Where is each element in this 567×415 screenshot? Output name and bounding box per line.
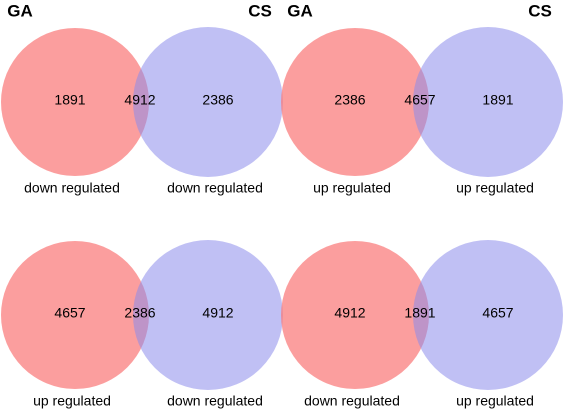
set-circle-ga bbox=[1, 241, 149, 389]
caption: up regulated bbox=[456, 180, 534, 196]
caption: down regulated bbox=[304, 393, 400, 409]
count: 2386 bbox=[202, 92, 233, 108]
count: 4657 bbox=[482, 305, 513, 321]
set-circle-ga bbox=[1, 28, 149, 176]
count: 2386 bbox=[124, 305, 155, 321]
count: 4657 bbox=[54, 305, 85, 321]
count: 1891 bbox=[54, 92, 85, 108]
set-label: CS bbox=[248, 1, 272, 20]
caption: up regulated bbox=[456, 393, 534, 409]
set-label: GA bbox=[7, 1, 33, 20]
set-label: GA bbox=[287, 1, 313, 20]
set-circle-cs bbox=[133, 27, 283, 177]
set-label: CS bbox=[528, 1, 552, 20]
set-circle-cs bbox=[133, 240, 283, 390]
caption: up regulated bbox=[33, 393, 111, 409]
set-circle-cs bbox=[413, 240, 563, 390]
count: 4657 bbox=[404, 92, 435, 108]
caption: up regulated bbox=[313, 180, 391, 196]
count: 4912 bbox=[124, 92, 155, 108]
count: 4912 bbox=[202, 305, 233, 321]
count: 2386 bbox=[334, 92, 365, 108]
set-circle-ga bbox=[281, 28, 429, 176]
count: 4912 bbox=[334, 305, 365, 321]
caption: down regulated bbox=[167, 393, 263, 409]
set-circle-cs bbox=[413, 27, 563, 177]
count: 1891 bbox=[482, 92, 513, 108]
caption: down regulated bbox=[167, 180, 263, 196]
count: 1891 bbox=[404, 305, 435, 321]
set-circle-ga bbox=[281, 241, 429, 389]
caption: down regulated bbox=[24, 180, 120, 196]
